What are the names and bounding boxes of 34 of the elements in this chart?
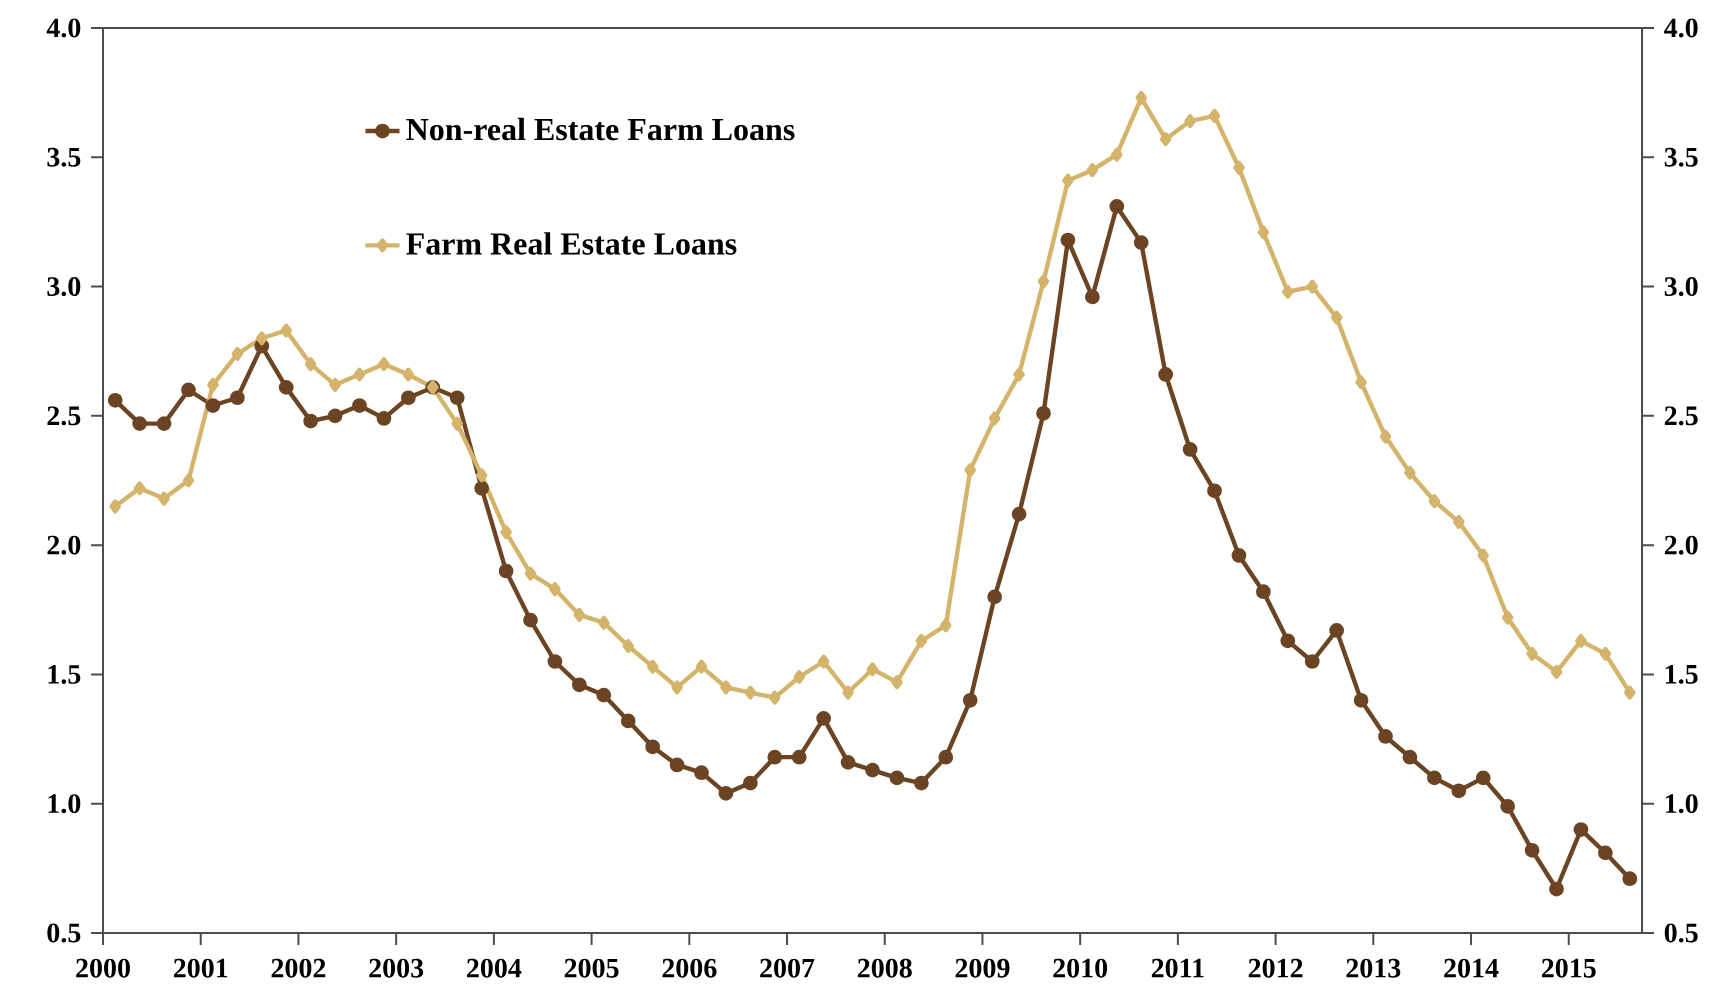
y-tick-label: 1.0 (48, 794, 81, 814)
legend-label: Farm Real Estate Loans (406, 232, 737, 255)
y-tick-label: 2.0 (47, 535, 81, 555)
y-tick-label: 0.5 (47, 923, 81, 943)
y-tick-label: 1.5 (48, 664, 81, 684)
x-tick-label: 2007 (760, 958, 815, 978)
x-tick-label: 2013 (1346, 958, 1401, 978)
x-tick-label: 2015 (1541, 958, 1596, 978)
x-tick-label: 2003 (369, 958, 424, 978)
y2-tick-label: 2.5 (1664, 406, 1698, 426)
x-tick-label: 2005 (564, 958, 619, 978)
y2-tick-label: 4.0 (1664, 18, 1698, 38)
y2-tick-label: 1.5 (1665, 664, 1698, 684)
x-tick-label: 2004 (467, 958, 522, 978)
y2-tick-label: 1.0 (1665, 794, 1698, 814)
y2-tick-label: 2.0 (1664, 535, 1698, 555)
y2-tick-label: 3.0 (1664, 277, 1698, 297)
y2-tick-label: 0.5 (1664, 923, 1698, 943)
x-tick-label: 2014 (1444, 958, 1499, 978)
x-tick-label: 2001 (173, 958, 228, 978)
y-tick-label: 2.5 (47, 406, 81, 426)
y2-tick-label: 3.5 (1664, 147, 1698, 167)
x-tick-label: 2000 (76, 958, 130, 978)
y-tick-label: 3.5 (47, 147, 81, 167)
x-tick-label: 2010 (1053, 958, 1108, 978)
x-tick-label: 2009 (955, 958, 1010, 978)
x-tick-label: 2006 (662, 958, 717, 978)
y-tick-label: 3.0 (47, 277, 81, 297)
y-tick-label: 4.0 (46, 18, 81, 38)
x-tick-label: 2012 (1248, 958, 1303, 978)
x-tick-label: 2011 (1151, 958, 1204, 978)
x-tick-label: 2002 (271, 958, 326, 978)
legend-label: Non-real Estate Farm Loans (406, 117, 795, 141)
x-tick-label: 2008 (857, 958, 912, 978)
